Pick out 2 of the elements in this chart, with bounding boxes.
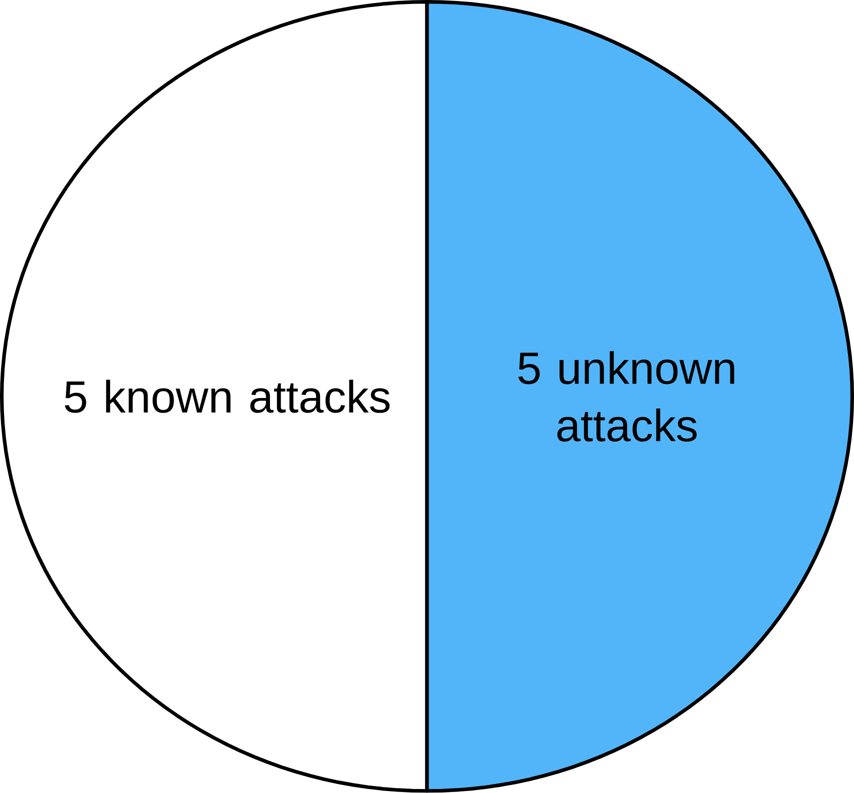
slice-label: 5 unknown attacks [518,351,734,442]
slice-label: 5 known attacks [64,380,390,414]
